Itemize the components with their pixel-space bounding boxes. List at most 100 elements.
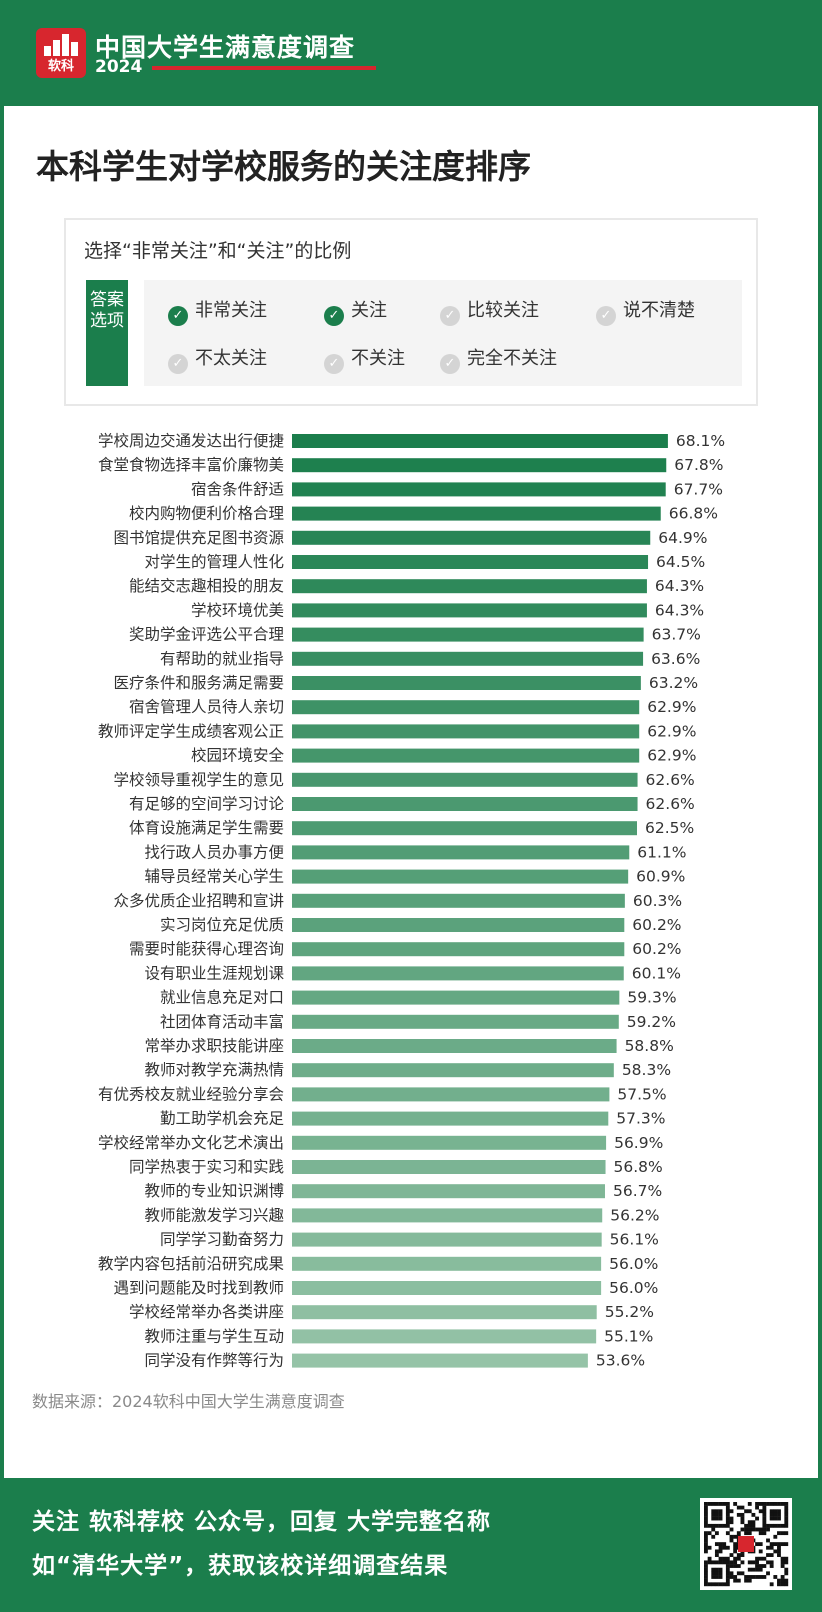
value-label: 56.8% [614, 1158, 663, 1176]
check-icon: ✓ [596, 306, 616, 326]
option-not-concerned: ✓ 不关注 [324, 344, 405, 374]
logo-bars-icon [44, 34, 78, 56]
category-label: 教师评定学生成绩客观公正 [98, 722, 284, 740]
value-label: 63.7% [652, 626, 701, 644]
value-label: 60.3% [633, 892, 682, 910]
value-label: 66.8% [669, 505, 718, 523]
category-label: 教师的专业知识渊博 [144, 1182, 284, 1200]
value-label: 59.2% [627, 1013, 676, 1031]
bar [292, 918, 625, 932]
legend-tag: 答案选项 [86, 280, 128, 386]
bar [292, 1256, 602, 1271]
value-label: 64.9% [658, 529, 707, 547]
value-label: 60.2% [632, 916, 681, 934]
footer-cta-line2: 如“清华大学”，获取该校详细调查结果 [32, 1553, 449, 1579]
brand-divider [152, 66, 376, 70]
value-label: 53.6% [596, 1352, 645, 1370]
value-label: 62.9% [647, 747, 696, 765]
check-icon: ✓ [168, 354, 188, 374]
category-label: 学校环境优美 [191, 600, 284, 619]
bar [292, 530, 651, 545]
bar [292, 555, 649, 569]
bar [292, 434, 668, 448]
bar [292, 1208, 603, 1223]
bar [292, 1135, 607, 1150]
category-label: 学校经常举办文化艺术演出 [98, 1134, 284, 1152]
value-label: 56.1% [610, 1231, 659, 1249]
value-label: 63.2% [649, 674, 698, 692]
legend-options: ✓ 非常关注 ✓ 关注 ✓ 比较关注 ✓ 说不清楚 ✓ 不太关注 ✓ 不关注 ✓ 完全不关注 [144, 280, 742, 386]
bar [292, 1160, 606, 1174]
category-label: 图书馆提供充足图书资源 [113, 529, 284, 547]
category-label: 找行政人员办事方便 [144, 843, 284, 861]
value-label: 60.9% [636, 868, 685, 886]
category-label: 教师能激发学习兴趣 [144, 1206, 284, 1224]
value-label: 68.1% [676, 432, 725, 450]
category-label: 设有职业生涯规划课 [144, 964, 284, 982]
footer-cta-line1: 关注 软科荐校 公众号，回复 大学完整名称 [32, 1509, 492, 1535]
legend-caption: 选择“非常关注”和“关注”的比例 [84, 240, 352, 262]
bar [292, 893, 625, 908]
option-concerned: ✓ 关注 [324, 296, 387, 326]
bar [292, 990, 620, 1005]
bar [292, 1281, 602, 1295]
value-label: 56.2% [610, 1206, 659, 1224]
category-label: 医疗条件和服务满足需要 [113, 674, 284, 692]
bar [292, 1039, 617, 1053]
category-label: 学校周边交通发达出行便捷 [98, 432, 284, 450]
qr-code-icon [700, 1498, 792, 1590]
option-not-at-all: ✓ 完全不关注 [440, 344, 557, 374]
value-label: 67.8% [674, 456, 723, 474]
bar [292, 1063, 614, 1078]
value-label: 55.1% [604, 1327, 653, 1345]
bar [292, 869, 629, 884]
bar [292, 482, 666, 497]
category-label: 实习岗位充足优质 [160, 916, 284, 934]
option-unsure: ✓ 说不清楚 [596, 296, 695, 326]
category-label: 有帮助的就业指导 [160, 650, 284, 668]
option-somewhat-concerned: ✓ 比较关注 [440, 296, 539, 326]
value-label: 64.5% [656, 553, 705, 571]
value-label: 56.0% [609, 1255, 658, 1273]
category-label: 同学没有作弊等行为 [144, 1352, 284, 1370]
value-label: 57.3% [616, 1110, 665, 1128]
category-label: 对学生的管理人性化 [144, 553, 284, 571]
bar [292, 1305, 597, 1320]
check-icon: ✓ [440, 354, 460, 374]
category-label: 能结交志趣相投的朋友 [129, 577, 284, 595]
check-icon: ✓ [324, 306, 344, 326]
value-label: 63.6% [651, 650, 700, 668]
bar [292, 772, 638, 787]
category-label: 就业信息充足对口 [160, 989, 284, 1007]
bar [292, 627, 644, 642]
bar [292, 603, 647, 618]
check-icon: ✓ [324, 354, 344, 374]
value-label: 61.1% [637, 843, 686, 861]
bar [292, 579, 647, 594]
category-label: 同学热衷于实习和实践 [129, 1158, 284, 1176]
bar [292, 821, 637, 836]
category-label: 有足够的空间学习讨论 [129, 795, 285, 813]
bar [292, 797, 638, 811]
value-label: 59.3% [627, 989, 676, 1007]
bar [292, 1111, 609, 1126]
category-label: 社团体育活动丰富 [160, 1013, 284, 1031]
bar [292, 966, 624, 981]
page-title: 本科学生对学校服务的关注度排序 [36, 147, 531, 186]
value-label: 62.9% [647, 698, 696, 716]
bar [292, 1353, 588, 1368]
bar [292, 676, 641, 690]
value-label: 58.3% [622, 1061, 671, 1079]
bar [292, 942, 625, 957]
category-label: 校园环境安全 [191, 746, 285, 765]
value-label: 62.6% [646, 795, 695, 813]
bar [292, 1232, 602, 1247]
value-label: 64.3% [655, 577, 704, 595]
category-label: 常举办求职技能讲座 [144, 1037, 284, 1055]
value-label: 57.5% [617, 1085, 666, 1103]
value-label: 55.2% [605, 1303, 654, 1321]
category-label: 辅导员经常关心学生 [144, 868, 284, 886]
value-label: 60.2% [632, 940, 681, 958]
bar [292, 724, 640, 739]
brand-year: 2024 [95, 57, 143, 77]
